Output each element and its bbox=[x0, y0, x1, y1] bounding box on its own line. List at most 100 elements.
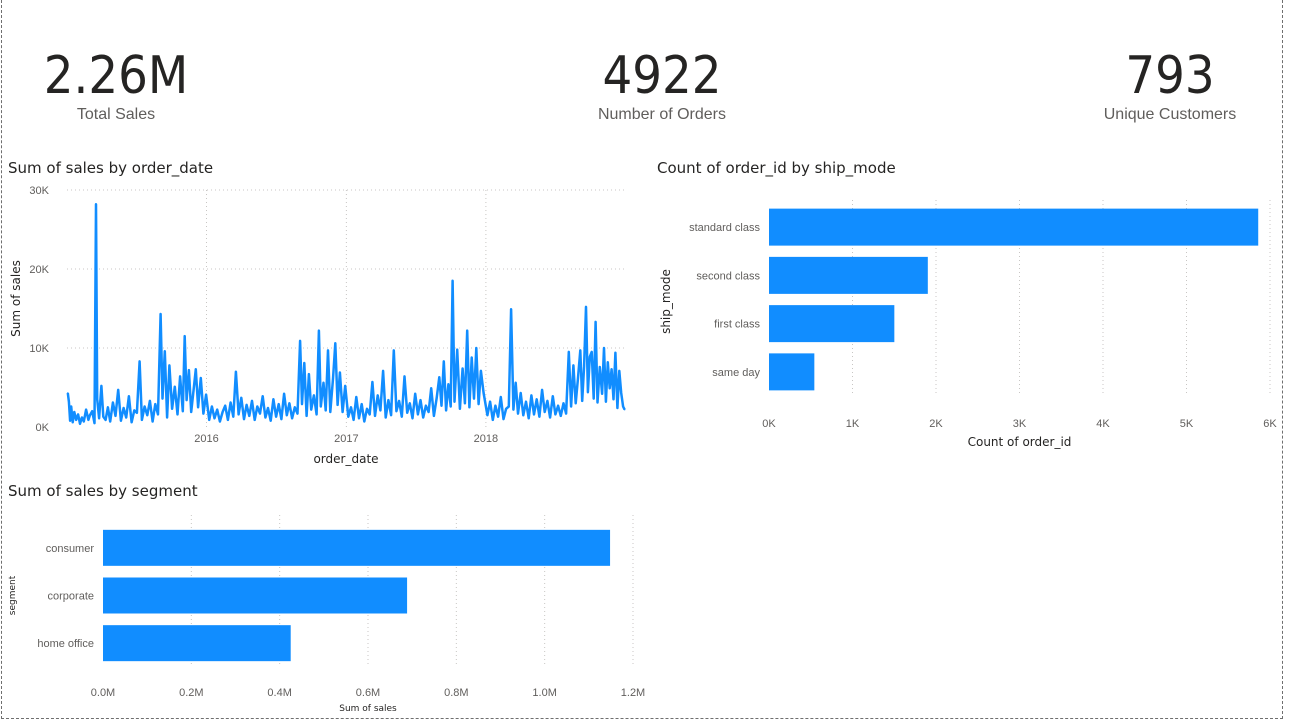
sales-data-point bbox=[243, 418, 245, 420]
sales-data-point bbox=[393, 349, 395, 352]
sales-data-point bbox=[355, 396, 358, 398]
unique-customers-card[interactable]: 793 Unique Customers bbox=[1095, 46, 1245, 124]
orders-by-ship-mode-chart[interactable]: 0K 1K 2K 3K 4K 5K 6K standard class second class… bbox=[650, 180, 1280, 470]
sales-data-point bbox=[288, 402, 291, 405]
sales-data-point bbox=[283, 393, 285, 395]
sales-data-point bbox=[188, 369, 190, 371]
sales-data-point bbox=[583, 365, 585, 367]
sales-data-point bbox=[154, 403, 157, 405]
sales-data-point bbox=[589, 355, 591, 358]
sales-data-point bbox=[109, 420, 111, 423]
sales-data-point bbox=[216, 408, 218, 411]
sales-data-point bbox=[456, 348, 459, 351]
sales-data-point bbox=[422, 416, 425, 419]
x-axis-title: Count of order_id bbox=[968, 435, 1072, 449]
sales-data-point bbox=[610, 368, 613, 371]
sales-data-point bbox=[494, 404, 497, 407]
sales-data-point bbox=[368, 413, 371, 416]
sales-data-point bbox=[128, 395, 130, 397]
y-axis-title: segment bbox=[8, 575, 18, 615]
sales-data-point bbox=[411, 417, 414, 420]
sales-data-point bbox=[174, 385, 176, 388]
sales-data-point bbox=[608, 387, 611, 390]
segment-label: home office bbox=[37, 638, 94, 650]
sales-data-point bbox=[497, 415, 499, 418]
x-tick-label: 2016 bbox=[194, 433, 218, 445]
sales-data-point bbox=[401, 415, 403, 418]
sales-data-point bbox=[192, 389, 195, 392]
sales-data-point bbox=[100, 385, 103, 387]
sales-data-point bbox=[543, 411, 546, 413]
sales-data-point bbox=[587, 391, 589, 393]
sales-data-point bbox=[275, 415, 277, 418]
sales-data-point bbox=[264, 416, 267, 419]
sales-data-point bbox=[208, 419, 210, 421]
sales-data-point bbox=[211, 405, 213, 408]
total-sales-card[interactable]: 2.26M Total Sales bbox=[36, 46, 196, 124]
x-tick-label: 2018 bbox=[474, 433, 498, 445]
number-of-orders-value: 4922 bbox=[602, 46, 722, 106]
sales-data-point bbox=[133, 409, 136, 412]
sales-data-point bbox=[272, 398, 275, 401]
sales-data-point bbox=[601, 393, 603, 395]
x-tick-label: 1.2M bbox=[621, 687, 645, 699]
x-tick-label: 5K bbox=[1180, 418, 1194, 430]
sales-data-point bbox=[406, 412, 409, 414]
x-tick-label: 0.0M bbox=[91, 687, 115, 699]
sales-data-point bbox=[251, 400, 253, 402]
x-axis-title: Sum of sales bbox=[339, 704, 397, 714]
sales-data-point bbox=[202, 412, 205, 415]
sales-data-point bbox=[102, 415, 105, 418]
sales-data-point bbox=[79, 423, 81, 425]
x-tick-label: 0K bbox=[762, 418, 776, 430]
x-tick-label: 0.8M bbox=[444, 687, 468, 699]
sales-data-point bbox=[568, 351, 570, 353]
sales-data-point bbox=[324, 409, 327, 412]
sales-data-point bbox=[533, 413, 535, 416]
sales-data-point bbox=[466, 329, 469, 332]
sales-data-point bbox=[596, 401, 599, 404]
sales-by-segment-chart[interactable]: 0.0M 0.2M 0.4M 0.6M 0.8M 1.0M 1.2M consumer corp… bbox=[0, 503, 660, 718]
sales-data-point bbox=[267, 407, 269, 409]
sales-data-point bbox=[352, 419, 355, 421]
sales-data-point bbox=[358, 417, 360, 420]
sales-series-line bbox=[66, 202, 626, 426]
sales-data-point bbox=[535, 398, 538, 401]
sales-data-point bbox=[125, 416, 127, 419]
sales-data-point bbox=[363, 420, 366, 423]
sales-data-point bbox=[185, 399, 188, 401]
sales-data-point bbox=[577, 377, 579, 379]
sales-data-point bbox=[159, 313, 162, 315]
sales-data-point bbox=[114, 415, 117, 417]
x-tick-label: 0.2M bbox=[179, 687, 203, 699]
sales-by-date-chart[interactable]: 0K 10K 20K 30K 2016 2017 2018 order_date Sum of … bbox=[0, 180, 640, 480]
y-tick-label: 30K bbox=[29, 185, 49, 197]
sales-data-point bbox=[374, 415, 376, 417]
sales-data-point bbox=[430, 387, 433, 390]
sales-data-point bbox=[622, 405, 624, 408]
sales-data-point bbox=[475, 347, 478, 349]
sales-data-point bbox=[512, 408, 515, 411]
number-of-orders-card[interactable]: 4922 Number of Orders bbox=[582, 46, 742, 124]
sales-data-point bbox=[67, 392, 69, 394]
sales-data-point bbox=[579, 349, 582, 352]
sales-data-point bbox=[387, 399, 390, 401]
sales-data-point bbox=[138, 360, 141, 363]
sales-data-point bbox=[143, 405, 146, 408]
unique-customers-label: Unique Customers bbox=[1103, 106, 1237, 123]
sales-data-point bbox=[594, 321, 597, 323]
sales-data-point bbox=[68, 400, 70, 403]
sales-data-point bbox=[477, 403, 480, 405]
sales-data-point bbox=[347, 415, 350, 418]
sales-data-point bbox=[527, 417, 530, 420]
sales-data-point bbox=[398, 400, 400, 402]
ship-mode-bar bbox=[769, 256, 928, 294]
sales-data-point bbox=[332, 378, 334, 380]
sales-data-point bbox=[182, 410, 184, 412]
y-tick-label: 10K bbox=[29, 343, 49, 355]
sales-data-point bbox=[486, 414, 489, 416]
unique-customers-value: 793 bbox=[1125, 46, 1215, 106]
sales-data-point bbox=[417, 413, 419, 416]
sales-data-point bbox=[618, 370, 621, 372]
